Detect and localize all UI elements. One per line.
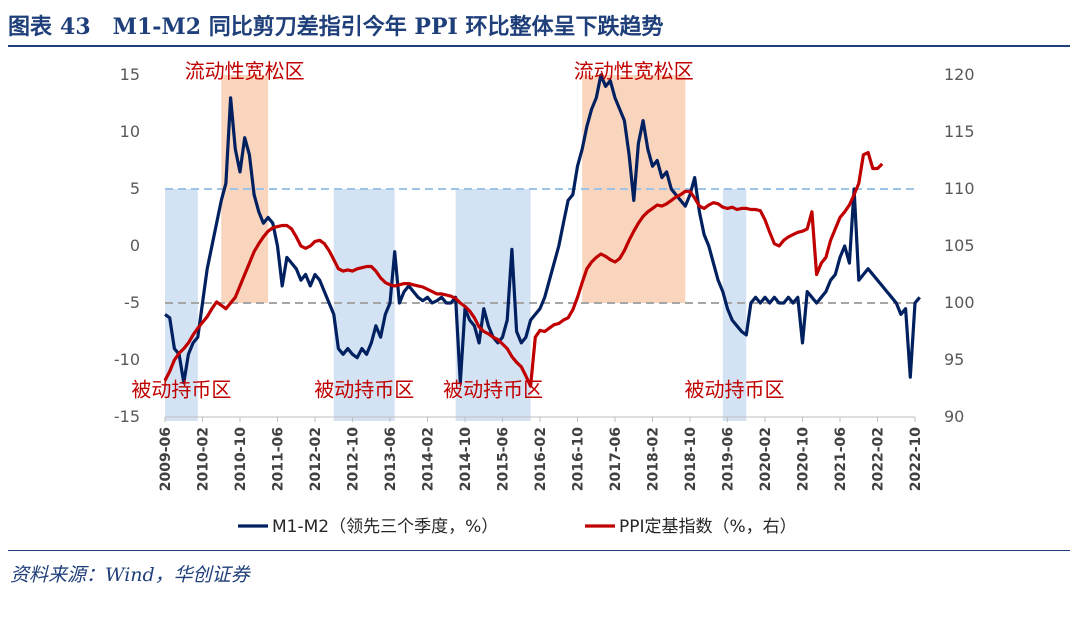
zone-tight-2	[165, 189, 198, 421]
x-tick-label: 2010-02	[196, 427, 212, 491]
source-note: 资料来源：Wind，华创证券	[10, 564, 250, 586]
x-tick-label: 2018-02	[646, 427, 662, 491]
y-left-tick: -5	[124, 293, 140, 312]
y-right-tick: 95	[944, 350, 964, 369]
x-tick-label: 2017-06	[608, 427, 624, 491]
x-tick-label: 2011-06	[271, 427, 287, 491]
zone-label-tight-3: 被动持币区	[314, 377, 414, 401]
zone-label-loose-0: 流动性宽松区	[185, 59, 305, 83]
zone-label-tight-4: 被动持币区	[443, 377, 543, 401]
legend: M1-M2（领先三个季度，%） PPI定基指数（%，右）	[238, 517, 797, 537]
series-ppi-line	[163, 150, 884, 388]
series-layer	[163, 73, 921, 388]
x-tick-label: 2010-10	[233, 427, 249, 492]
source-rule	[8, 550, 1070, 551]
x-tick-label: 2019-06	[721, 427, 737, 491]
axes: 151050-5-10-1512011511010510095902009-06…	[114, 65, 975, 491]
chart-title: 图表 43 M1-M2 同比剪刀差指引今年 PPI 环比整体呈下跌趋势	[8, 12, 663, 42]
zone-tight-4	[455, 189, 531, 421]
zone-label-tight-2: 被动持币区	[131, 377, 231, 401]
reference-lines	[165, 188, 915, 304]
x-tick-label: 2022-10	[908, 427, 924, 492]
legend-label-m1m2: M1-M2（领先三个季度，%）	[272, 517, 498, 537]
y-right-tick: 120	[944, 65, 975, 84]
x-tick-label: 2022-02	[871, 427, 887, 491]
x-tick-label: 2012-02	[308, 427, 324, 491]
zone-label-tight-5: 被动持币区	[685, 377, 785, 401]
title-rule	[8, 45, 1070, 47]
y-left-tick: 10	[120, 122, 140, 141]
x-tick-label: 2015-06	[496, 427, 512, 491]
y-right-tick: 90	[944, 407, 964, 426]
y-right-tick: 105	[944, 236, 975, 255]
zone-tight-3	[333, 189, 395, 421]
y-right-tick: 100	[944, 293, 975, 312]
y-right-tick: 115	[944, 122, 975, 141]
y-left-tick: -15	[114, 407, 140, 426]
x-tick-label: 2021-06	[833, 427, 849, 491]
x-tick-label: 2013-06	[383, 427, 399, 491]
legend-label-ppi: PPI定基指数（%，右）	[619, 517, 797, 537]
title-label: 图表	[8, 14, 53, 40]
x-tick-label: 2016-10	[571, 427, 587, 492]
y-left-tick: -10	[114, 350, 140, 369]
zone-label-loose-1: 流动性宽松区	[574, 59, 694, 83]
x-tick-label: 2014-10	[458, 427, 474, 492]
zones-layer	[165, 75, 747, 421]
x-tick-label: 2014-02	[421, 427, 437, 491]
y-left-tick: 15	[120, 65, 140, 84]
x-tick-label: 2012-10	[346, 427, 362, 492]
x-tick-label: 2016-02	[533, 427, 549, 491]
title-number: 43	[60, 14, 91, 40]
series-m1m2-line	[164, 73, 921, 385]
y-left-tick: 5	[130, 179, 140, 198]
x-tick-label: 2018-10	[683, 427, 699, 492]
y-left-tick: 0	[130, 236, 140, 255]
x-tick-label: 2009-06	[158, 427, 174, 491]
zone-tight-5	[722, 189, 747, 421]
chart-canvas: 151050-5-10-1512011511010510095902009-06…	[114, 59, 975, 537]
y-right-tick: 110	[944, 179, 975, 198]
x-tick-label: 2020-10	[796, 427, 812, 492]
title-text: M1-M2 同比剪刀差指引今年 PPI 环比整体呈下跌趋势	[112, 14, 664, 40]
x-tick-label: 2020-02	[758, 427, 774, 491]
